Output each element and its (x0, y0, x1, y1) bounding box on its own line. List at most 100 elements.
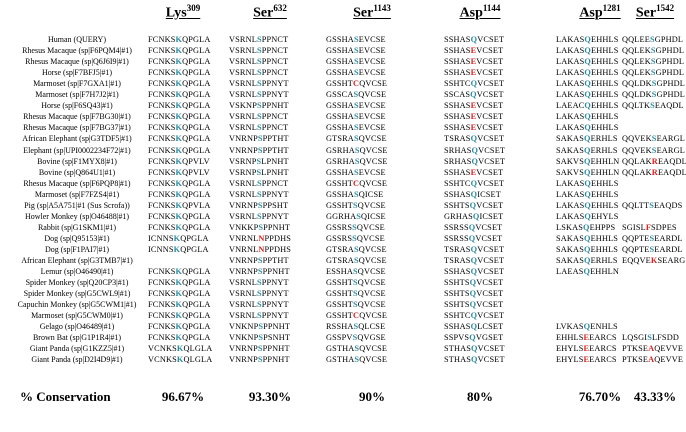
sequence: QQLAKREAQDL (622, 157, 686, 166)
residue-text: GPHDL (655, 57, 685, 67)
sequence: GSRHASQVCSE (326, 157, 388, 166)
sequence: QQLTKSEAQDL (622, 101, 684, 110)
residue-text: FCNKS (148, 57, 176, 67)
residue-text: VCSET (477, 256, 505, 265)
residue-text: PPNCT (261, 46, 289, 56)
residue-text: EARCS (589, 333, 617, 343)
residue-text: GPHDL (656, 79, 685, 89)
sequence: FCNKSKQPGLA (148, 289, 211, 298)
residue-text: QPGLA (182, 267, 211, 277)
sequence: FCNKSKQPGLA (148, 90, 211, 99)
residue-text: QQPTE (622, 244, 650, 254)
residue-text: FCNKS (148, 46, 176, 56)
sequence: GSSPVSQVGSE (326, 333, 386, 342)
residue-text: QVCSE (358, 244, 387, 254)
residue-text: S (256, 311, 262, 321)
sequence: LAKASQEHHLS (556, 190, 619, 199)
residue-text: Q (583, 322, 591, 332)
residue-text: S (257, 344, 263, 354)
residue-text: E (470, 112, 477, 122)
residue-text: S (353, 46, 359, 56)
sequence: QQLEKSGPHDL (622, 57, 684, 66)
residue-text: GSSHA (326, 57, 354, 67)
residue-text: LAKAS (556, 68, 585, 78)
residue-text: K (175, 134, 183, 144)
residue-text: Q (468, 233, 476, 243)
residue-text: E (470, 46, 477, 56)
residue-text: K (175, 311, 183, 321)
residue-text: SEARG (657, 256, 686, 265)
residue-text: FCNKS (148, 79, 176, 89)
sequence: FCNKSKQPGLA (148, 179, 211, 188)
sequence: LAKASQEHHLS (556, 179, 619, 188)
sequence: VNRNPSPPTHT (229, 146, 289, 155)
residue-text: Q (584, 79, 592, 89)
residue-text: VCSET (478, 156, 506, 166)
residue-text: GSRHA (326, 156, 355, 166)
sequence: VSKNPSPPNHT (229, 101, 289, 110)
sequence: SSHASEVCSET (444, 123, 503, 132)
residue-text: EHHLS (591, 35, 619, 44)
sequence: FCNKSKQPGLA (148, 311, 211, 320)
residue-text: QPVLV (182, 156, 210, 166)
residue-text: QVCSE (357, 267, 386, 277)
residue-text: SSHTC (444, 79, 471, 89)
column-header: Asp1281 (579, 3, 620, 22)
residue-text: LAKAS (556, 200, 585, 210)
residue-text: GSSHT (326, 178, 354, 188)
sequence: VCNKSKQLGLA (148, 344, 212, 353)
sequence: PTKSEAQEVVE (622, 355, 683, 364)
residue-text: VCSET (476, 101, 504, 111)
residue-text: S (353, 112, 359, 122)
sequence: FCNKSKQPGLA (148, 300, 211, 309)
species-name: Marmoset (sp|F7FZS4|#1) (34, 189, 120, 199)
residue-text: EHHLS (591, 90, 619, 100)
residue-text: E (470, 57, 477, 67)
residue-text: SSHAS (444, 322, 471, 332)
sequence: SAKASQEHHLS (556, 234, 618, 243)
sequence: VNKKPSPPNHT (229, 223, 290, 232)
sequence: VSRNLSPPNYT (229, 289, 289, 298)
residue-text: S (258, 222, 264, 232)
residue-text: Q (584, 46, 592, 56)
residue-text: S (256, 278, 262, 288)
residue-text: LSKAS (556, 222, 584, 232)
residue-text: GSSHA (326, 189, 354, 199)
sequence: SSHTSQVCSET (444, 300, 503, 309)
residue-text: C (353, 79, 360, 89)
residue-text: VNKNP (229, 333, 259, 343)
residue-text: Q (583, 167, 591, 177)
residue-text: K (175, 167, 183, 177)
sequence: SSHASEVCSET (444, 57, 503, 66)
residue-text: PPDHS (264, 244, 292, 254)
residue-text: S (353, 57, 359, 67)
residue-text: VNRNP (229, 344, 258, 354)
sequence: SSHASQLCSET (444, 322, 503, 331)
residue-text: VSRNP (229, 156, 257, 166)
residue-text: FCNKS (148, 68, 176, 78)
residue-text: VSRNL (229, 112, 257, 122)
residue-text: S (352, 233, 357, 243)
residue-text: QPGLA (182, 311, 211, 321)
species-name: Pig (sp|A5A751|#1 (Sus Scrofa)) (24, 200, 130, 210)
residue-text: Q (583, 222, 590, 232)
residue-text: VSRNL (229, 79, 257, 89)
residue-text: GPHDL (656, 90, 685, 100)
residue-text: VCNKS (148, 355, 177, 365)
sequence: SSHTCQVCSET (444, 79, 504, 88)
sequence: GSSHASQICSE (326, 190, 383, 199)
residue-text: N (258, 244, 265, 254)
sequence: SSHTSQVCSET (444, 289, 503, 298)
residue-text: QPGLA (182, 145, 211, 155)
residue-text: QPGLA (182, 333, 211, 343)
residue-text: S (356, 211, 362, 221)
residue-text: SSHAS (444, 101, 471, 111)
residue-text: EARGL (656, 145, 685, 155)
residue-text: ICNNS (148, 233, 174, 243)
residue-text: Q (583, 233, 591, 243)
residue-text: K (173, 233, 181, 243)
sequence: GSSHTSQVCSE (326, 300, 386, 309)
sequence: VNRNLNPPDHS (229, 234, 291, 243)
residue-text: QVCSE (357, 300, 386, 310)
residue-text: FCNKS (148, 289, 176, 299)
